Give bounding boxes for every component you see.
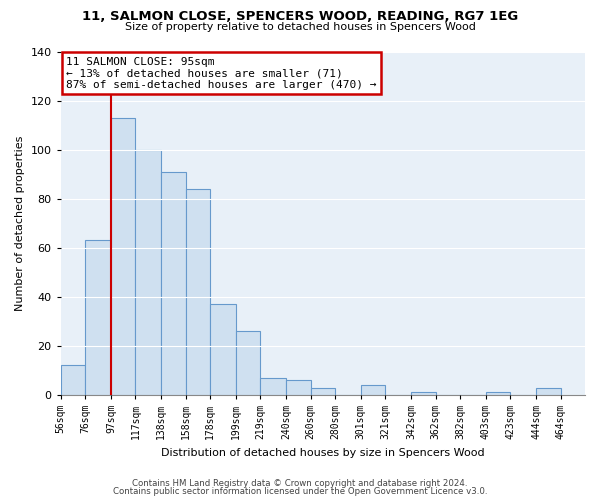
Bar [286, 380, 311, 395]
Bar [536, 388, 560, 395]
Bar [236, 331, 260, 395]
Bar [411, 392, 436, 395]
Text: Contains public sector information licensed under the Open Government Licence v3: Contains public sector information licen… [113, 487, 487, 496]
Bar [61, 366, 85, 395]
Text: Contains HM Land Registry data © Crown copyright and database right 2024.: Contains HM Land Registry data © Crown c… [132, 478, 468, 488]
Bar [85, 240, 111, 395]
Bar [111, 118, 136, 395]
Bar [361, 385, 385, 395]
Text: 11, SALMON CLOSE, SPENCERS WOOD, READING, RG7 1EG: 11, SALMON CLOSE, SPENCERS WOOD, READING… [82, 10, 518, 23]
X-axis label: Distribution of detached houses by size in Spencers Wood: Distribution of detached houses by size … [161, 448, 485, 458]
Bar [161, 172, 185, 395]
Bar [136, 150, 161, 395]
Bar [486, 392, 510, 395]
Bar [260, 378, 286, 395]
Text: Size of property relative to detached houses in Spencers Wood: Size of property relative to detached ho… [125, 22, 475, 32]
Bar [210, 304, 236, 395]
Bar [311, 388, 335, 395]
Y-axis label: Number of detached properties: Number of detached properties [15, 136, 25, 311]
Bar [185, 189, 210, 395]
Text: 11 SALMON CLOSE: 95sqm
← 13% of detached houses are smaller (71)
87% of semi-det: 11 SALMON CLOSE: 95sqm ← 13% of detached… [66, 56, 376, 90]
